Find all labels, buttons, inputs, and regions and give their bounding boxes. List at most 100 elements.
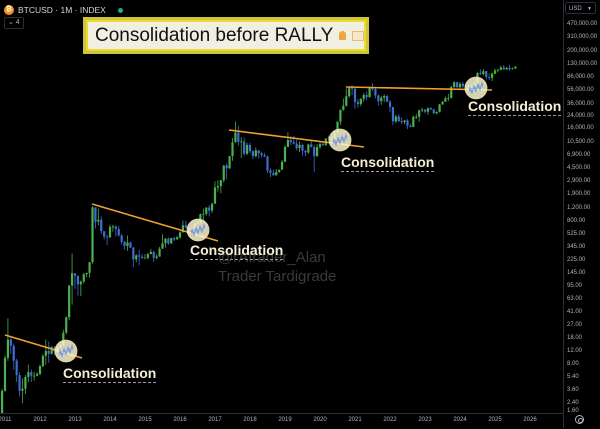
price-chart[interactable] [0, 0, 563, 413]
price-label: 5.40 [567, 374, 579, 380]
candle-body [341, 137, 343, 140]
candle-body [315, 147, 319, 157]
candle-body [38, 366, 42, 374]
candle-body [455, 82, 459, 88]
consolidation-label-2024: Consolidation [468, 98, 562, 116]
candle-body [126, 242, 129, 246]
candle-body [353, 88, 357, 103]
candle-body [266, 156, 269, 171]
watermark-handle: @rAfrader_Alan [218, 249, 326, 266]
candle-body [27, 372, 30, 378]
candle-body [505, 67, 508, 70]
candle-body [479, 73, 482, 74]
price-label: 3.60 [567, 387, 579, 393]
currency-selector[interactable]: USD ▼ [565, 2, 596, 14]
candle-body [350, 88, 354, 89]
candle-body [167, 238, 170, 244]
candle-body [71, 346, 73, 349]
price-label: 1,900.00 [567, 191, 591, 197]
indicators-collapse-button[interactable]: ⌄ 4 [4, 17, 24, 29]
chart-settings-icon[interactable] [575, 415, 584, 424]
candle-body [339, 140, 341, 143]
candle-body [175, 237, 179, 240]
candle-body [0, 390, 4, 413]
candle-body [514, 66, 517, 69]
candle-body [195, 228, 197, 231]
candle-body [499, 67, 502, 70]
candle-body [140, 256, 144, 258]
candle-body [208, 207, 211, 211]
title-banner: Consolidation before RALLY [83, 17, 369, 54]
candle-body [243, 141, 246, 154]
candle-body [21, 388, 24, 391]
bitcoin-icon: ₿ [4, 5, 14, 15]
candle-body [158, 248, 161, 257]
candle-body [263, 155, 266, 157]
candle-body [336, 121, 339, 133]
candle-body [15, 360, 18, 376]
candle-body [292, 142, 295, 144]
candle-body [65, 317, 68, 333]
symbol-header[interactable]: ₿ BTCUSD · 1M · INDEX [4, 3, 123, 17]
price-label: 36,000.00 [567, 101, 594, 107]
candle-body [260, 153, 263, 156]
price-label: 86,000.00 [567, 74, 594, 80]
price-label: 6,900.00 [567, 152, 591, 158]
candle-body [97, 219, 100, 222]
price-label: 525.00 [567, 231, 586, 237]
candle-body [146, 254, 150, 258]
time-label: 2012 [33, 417, 47, 423]
candle-body [63, 349, 65, 352]
time-axis[interactable] [0, 413, 563, 429]
time-label: 2020 [313, 417, 327, 423]
candle-body [79, 281, 82, 285]
price-label: 8.00 [567, 361, 579, 367]
candle-body [59, 351, 61, 354]
consolidation-label-2012: Consolidation [63, 365, 157, 383]
price-label: 16,000.00 [567, 125, 594, 131]
time-label: 2024 [453, 417, 467, 423]
candle-body [280, 161, 284, 170]
candle-body [100, 219, 103, 232]
candle-body [313, 147, 316, 157]
tardigrade-logo-icon [339, 31, 346, 40]
price-label: 200,000.00 [567, 48, 598, 54]
candle-body [67, 348, 69, 351]
candle-body [461, 83, 465, 87]
time-label: 2026 [523, 417, 537, 423]
candle-body [231, 142, 234, 157]
candle-body [447, 98, 450, 99]
price-label: 12.00 [567, 348, 583, 354]
candle-body [76, 275, 80, 285]
candle-body [143, 257, 147, 259]
candle-body [103, 231, 106, 237]
candle-body [170, 238, 173, 244]
candle-body [348, 88, 351, 97]
candle-body [383, 96, 386, 98]
price-label: 310,000.00 [567, 34, 598, 40]
candle-body [511, 68, 514, 70]
candle-body [234, 132, 237, 143]
candle-body [44, 350, 47, 356]
candle-body [318, 144, 322, 148]
candle-body [129, 242, 132, 248]
candle-body [41, 355, 45, 367]
time-label: 2023 [418, 417, 432, 423]
candle-body [114, 226, 117, 230]
candle-body [184, 225, 187, 228]
candle-body [356, 102, 360, 105]
time-label: 2018 [243, 417, 257, 423]
candle-body [337, 138, 339, 141]
price-axis[interactable] [563, 0, 600, 428]
candle-body [12, 345, 15, 361]
market-status-dot [117, 7, 123, 13]
consolidation-label-2020: Consolidation [341, 154, 435, 172]
candle-body [149, 251, 152, 255]
candle-body [485, 71, 488, 78]
candle-body [6, 339, 10, 358]
candle-body [225, 165, 228, 169]
candle-body [120, 235, 123, 242]
price-label: 2,900.00 [567, 178, 591, 184]
candle-body [339, 109, 342, 122]
candle-body [418, 110, 421, 117]
